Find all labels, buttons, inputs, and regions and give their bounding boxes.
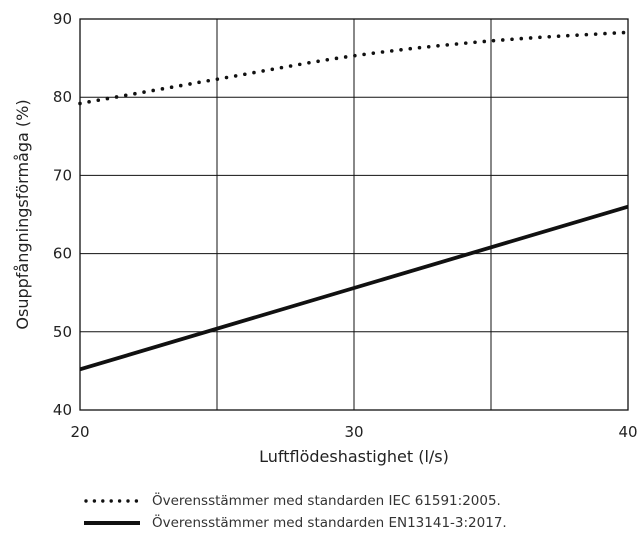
plot-frame <box>79 18 629 411</box>
y-tick-label: 40 <box>53 401 72 419</box>
y-tick-label: 90 <box>53 10 72 28</box>
x-tick-label: 30 <box>344 423 363 441</box>
legend-item-iec: Överensstämmer med standarden IEC 61591:… <box>82 490 638 512</box>
x-tick-label: 40 <box>618 423 637 441</box>
y-tick-label: 50 <box>53 323 72 341</box>
legend-label-en: Överensstämmer med standarden EN13141-3:… <box>152 515 507 531</box>
x-axis-title: Luftflödeshastighet (l/s) <box>259 447 449 466</box>
grid <box>79 18 629 411</box>
tick-labels: 40 50 60 70 80 90 20 30 40 <box>53 10 638 441</box>
x-tick-label: 20 <box>70 423 89 441</box>
line-chart: 40 50 60 70 80 90 20 30 40 Luftflödeshastighet (… <box>13 10 638 466</box>
solid-line-swatch <box>84 521 140 525</box>
legend: Överensstämmer med standarden IEC 61591:… <box>82 490 638 534</box>
y-axis-title: Osuppfångningsförmåga (%) <box>13 99 32 329</box>
series-layer <box>78 30 630 372</box>
series-line-en13141-3 <box>79 204 629 372</box>
y-tick-label: 70 <box>53 166 72 184</box>
legend-item-en: Överensstämmer med standarden EN13141-3:… <box>82 512 638 534</box>
legend-label-iec: Överensstämmer med standarden IEC 61591:… <box>152 493 501 509</box>
series-line-iec-61591 <box>78 30 630 106</box>
dotted-line-swatch <box>84 499 142 503</box>
y-tick-label: 80 <box>53 88 72 106</box>
y-tick-label: 60 <box>53 245 72 263</box>
